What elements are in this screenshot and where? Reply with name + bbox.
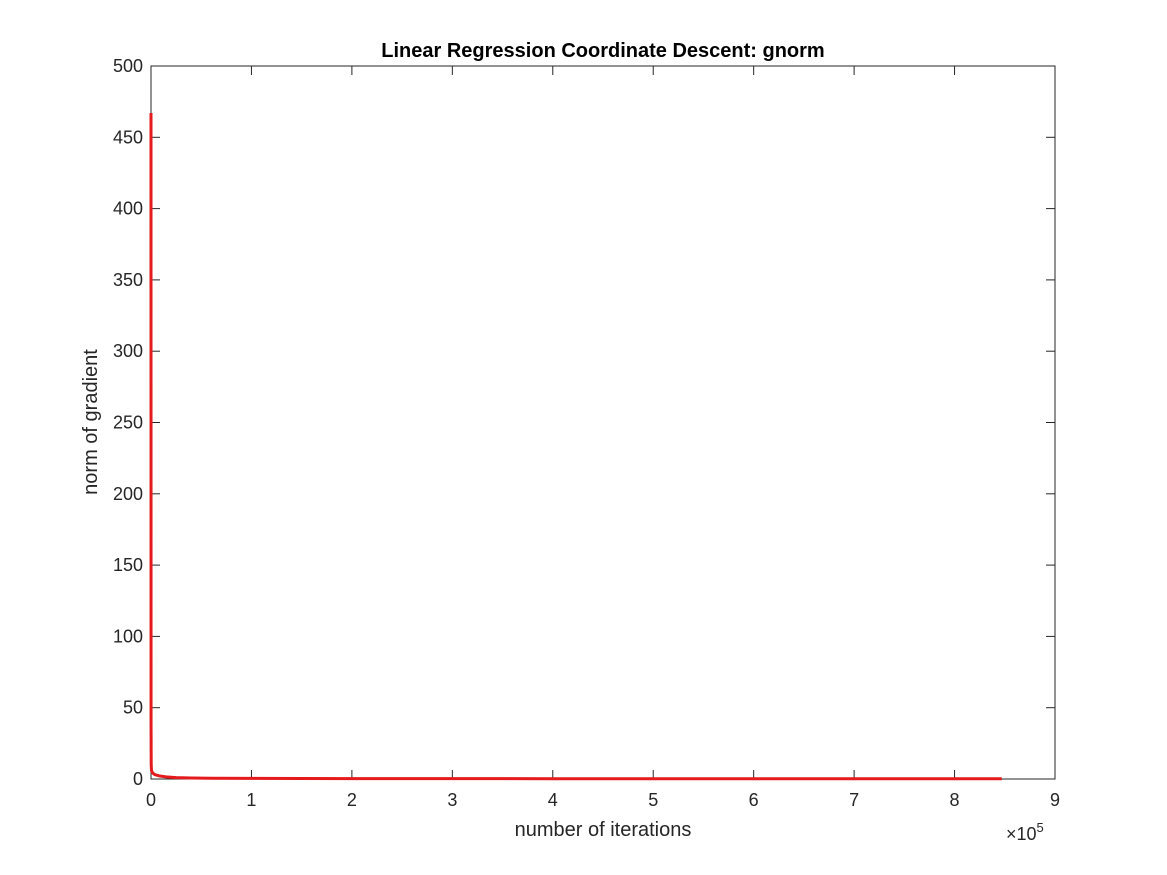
svg-text:×105: ×105	[1006, 820, 1044, 844]
y-tick-label: 350	[113, 270, 143, 290]
series-line-0	[149, 113, 1002, 781]
plot-area	[150, 65, 1056, 780]
y-axis-label: norm of gradient	[80, 349, 102, 495]
y-tick-label: 400	[113, 199, 143, 219]
x-exponent-power: 5	[1037, 820, 1044, 835]
y-tick-label: 50	[123, 698, 143, 718]
y-tick-label: 250	[113, 413, 143, 433]
x-exponent-label: ×105	[1006, 820, 1044, 844]
y-tick-label: 450	[113, 127, 143, 147]
series-layer	[149, 113, 1002, 781]
x-axis: 0 1 2 3 4 5 6 7 8 9	[146, 66, 1060, 810]
y-tick-label: 0	[133, 769, 143, 789]
y-tick-label: 100	[113, 626, 143, 646]
y-tick-label: 300	[113, 341, 143, 361]
x-tick-label: 7	[849, 790, 859, 810]
x-tick-label: 4	[548, 790, 558, 810]
x-exponent-base: 10	[1017, 824, 1037, 844]
y-tick-label: 150	[113, 555, 143, 575]
chart-title: Linear Regression Coordinate Descent: gn…	[381, 40, 824, 62]
x-tick-label: 5	[648, 790, 658, 810]
x-tick-label: 2	[347, 790, 357, 810]
x-tick-label: 8	[950, 790, 960, 810]
y-tick-label: 200	[113, 484, 143, 504]
y-tick-label: 500	[113, 56, 143, 76]
x-tick-label: 1	[246, 790, 256, 810]
x-exponent-times: ×	[1006, 824, 1017, 844]
y-axis: 0 50 100 150 200 250 300 350 400 450 500	[113, 56, 1055, 789]
x-tick-label: 9	[1050, 790, 1060, 810]
x-axis-label: number of iterations	[515, 819, 692, 841]
x-tick-label: 3	[447, 790, 457, 810]
x-tick-label: 0	[146, 790, 156, 810]
x-tick-label: 6	[749, 790, 759, 810]
